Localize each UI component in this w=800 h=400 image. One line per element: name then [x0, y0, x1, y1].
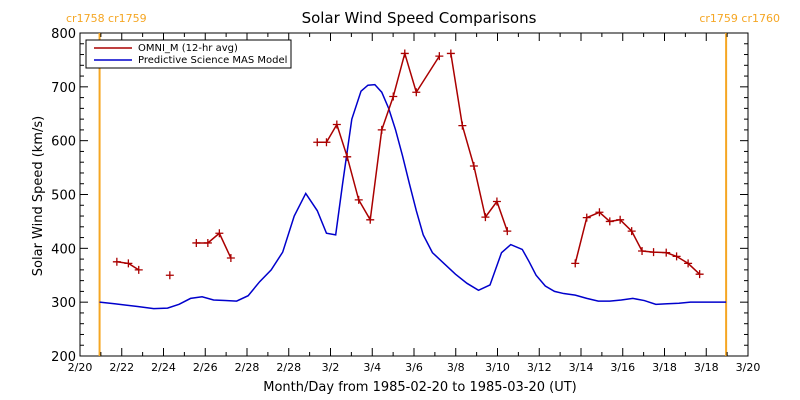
x-tick-label: 2/26 [193, 361, 218, 374]
carrington-label: cr1759 cr1760 [699, 12, 780, 25]
omni-point [595, 208, 604, 217]
omni-point [492, 197, 501, 206]
legend-label-model: Predictive Science MAS Model [138, 55, 287, 66]
omni-point [412, 88, 421, 97]
x-tick-label: 3/18 [694, 361, 719, 374]
omni-point [627, 227, 636, 236]
omni-point [215, 229, 224, 238]
omni-point [638, 247, 647, 256]
y-tick-label: 700 [51, 81, 76, 96]
y-tick-label: 300 [51, 296, 76, 311]
omni-point [571, 259, 580, 268]
y-axis: 200 300 400 500 600 700 800 [51, 27, 748, 365]
omni-point [446, 49, 455, 58]
x-tick-label: 3/4 [363, 361, 381, 374]
omni-point [165, 271, 174, 280]
legend: OMNI_M (12-hr avg) Predictive Science MA… [85, 39, 292, 69]
x-tick-label: 3/10 [485, 361, 510, 374]
omni-point [684, 259, 693, 268]
omni-point [366, 215, 375, 224]
omni-point [672, 252, 681, 261]
omni-point [112, 257, 121, 266]
omni-point [605, 217, 614, 226]
omni-point [616, 215, 625, 224]
omni-point [313, 138, 322, 147]
y-tick-label: 400 [51, 242, 76, 257]
carrington-label: cr1758 cr1759 [66, 12, 147, 25]
x-axis-label: Month/Day from 1985-02-20 to 1985-03-20 … [263, 380, 576, 395]
x-tick-label: 2/24 [151, 361, 176, 374]
omni-point [458, 121, 467, 130]
x-tick-label: 3/2 [322, 361, 340, 374]
x-tick-label: 2/28 [235, 361, 260, 374]
x-tick-label: 2/20 [68, 361, 93, 374]
y-tick-label: 600 [51, 135, 76, 150]
omni-point [124, 259, 133, 268]
series-omni [112, 49, 704, 280]
omni-line-segment [196, 232, 232, 259]
y-axis-label: Solar Wind Speed (km/s) [31, 116, 46, 276]
y-tick-label: 500 [51, 189, 76, 204]
omni-point [469, 161, 478, 170]
omni-point [134, 265, 143, 274]
legend-box [85, 39, 292, 69]
omni-line-segment [574, 211, 701, 275]
chart-title: Solar Wind Speed Comparisons [302, 9, 537, 27]
x-tick-label: 2/22 [109, 361, 134, 374]
omni-point [389, 92, 398, 101]
x-tick-label: 3/8 [447, 361, 465, 374]
y-tick-label: 200 [51, 350, 76, 365]
model-line [99, 83, 727, 310]
y-tick-label: 800 [51, 27, 76, 42]
x-tick-label: 3/6 [405, 361, 423, 374]
x-tick-label: 3/16 [610, 361, 635, 374]
omni-point [503, 227, 512, 236]
omni-point [695, 270, 704, 279]
omni-point [649, 248, 658, 257]
x-tick-label: 3/20 [736, 361, 761, 374]
omni-point [377, 125, 386, 134]
omni-point [322, 138, 331, 147]
omni-point [332, 120, 341, 129]
x-tick-label: 3/18 [652, 361, 677, 374]
x-tick-label: 2/28 [276, 361, 301, 374]
omni-point [582, 213, 591, 222]
omni-point [662, 248, 671, 257]
omni-point [226, 254, 235, 263]
omni-line-segment [450, 53, 508, 232]
omni-point [192, 238, 201, 247]
omni-point [343, 152, 352, 161]
omni-point [354, 195, 363, 204]
legend-label-omni: OMNI_M (12-hr avg) [138, 43, 238, 54]
omni-point [435, 52, 444, 61]
series-model [99, 83, 727, 310]
x-tick-label: 3/14 [569, 361, 594, 374]
omni-point [481, 213, 490, 222]
x-tick-label: 3/12 [527, 361, 552, 374]
omni-point [203, 238, 212, 247]
omni-point [400, 49, 409, 58]
